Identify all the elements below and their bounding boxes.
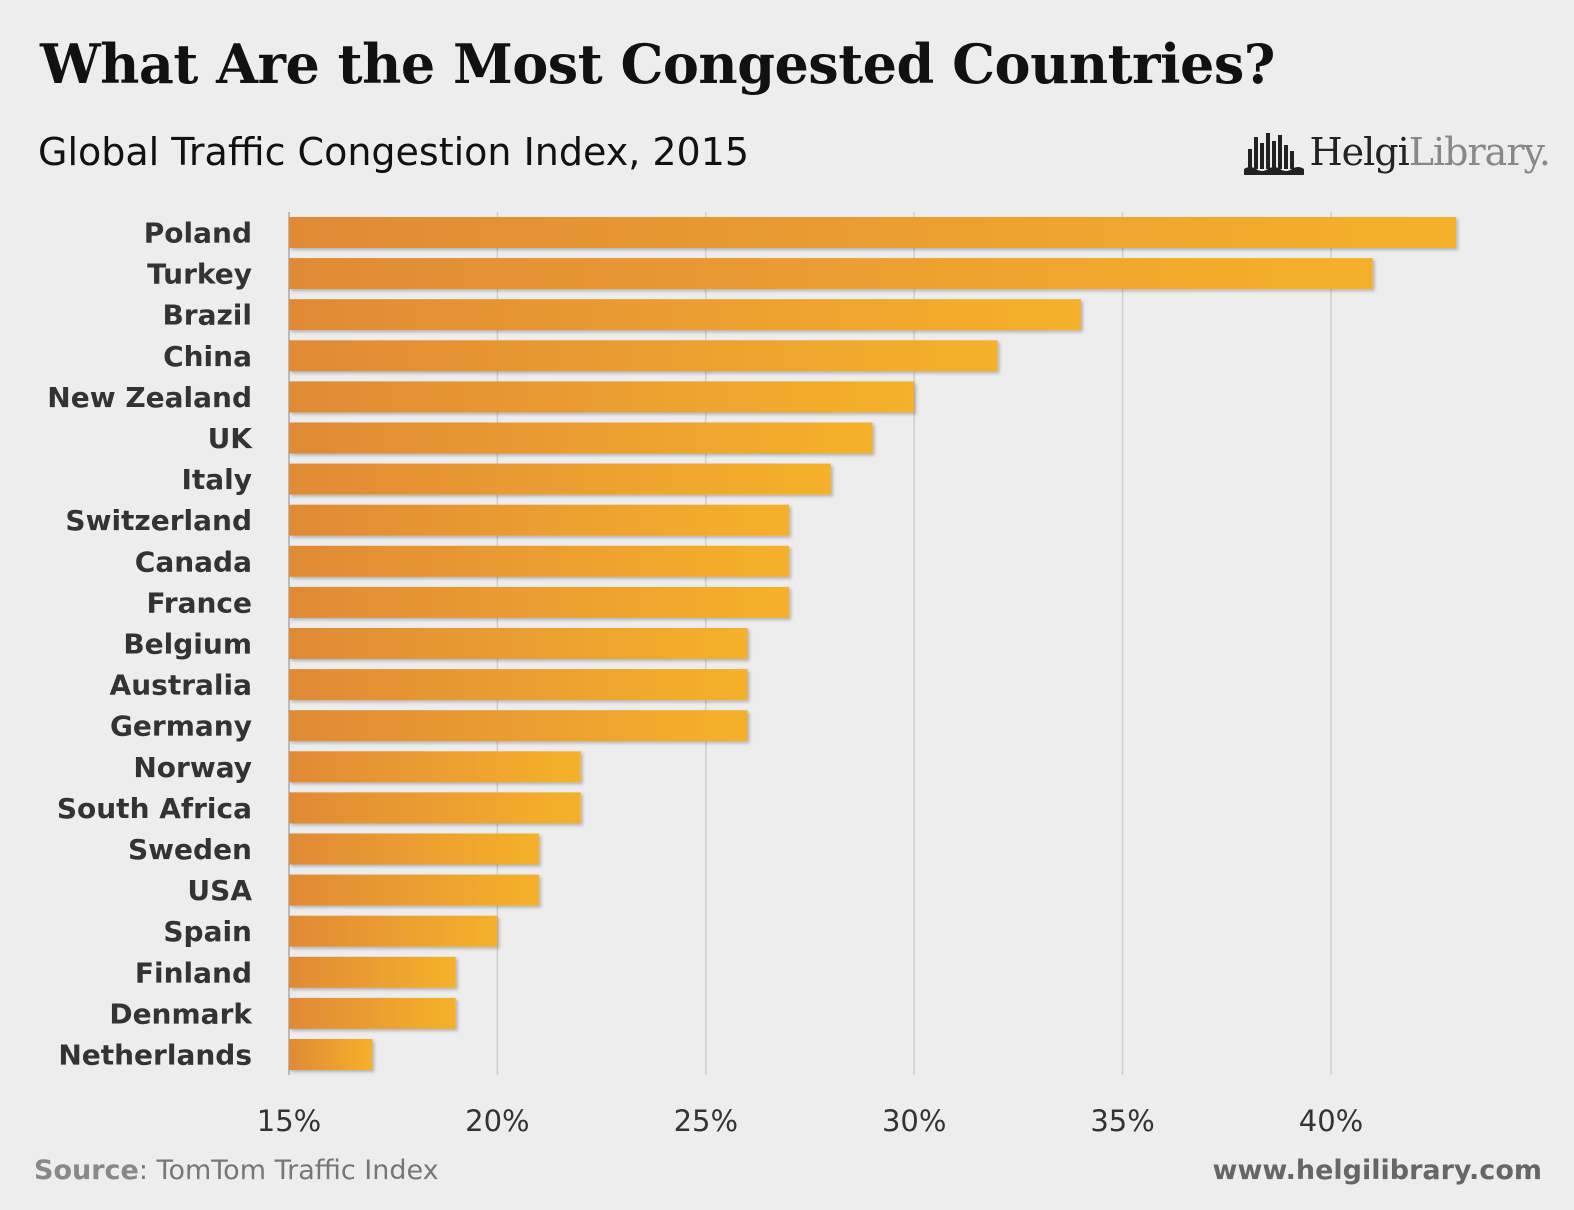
bar-china	[289, 340, 998, 372]
bar-spain	[289, 915, 498, 947]
bar-brazil	[289, 299, 1081, 331]
source-note: Source: TomTom Traffic Index	[34, 1155, 439, 1186]
bar-poland	[289, 217, 1457, 248]
category-label: China	[163, 340, 252, 373]
bar-turkey	[289, 258, 1373, 290]
x-tick-label: 25%	[674, 1104, 738, 1138]
bar-switzerland	[289, 504, 790, 536]
bar-germany	[289, 710, 748, 742]
bar-canada	[289, 545, 790, 577]
x-tick-label: 20%	[465, 1104, 529, 1138]
category-label: New Zealand	[47, 381, 252, 414]
category-label: USA	[187, 874, 252, 907]
helgi-library-logo[interactable]: HelgiLibrary.	[1243, 122, 1551, 182]
bar-sweden	[289, 833, 540, 865]
bar-australia	[289, 669, 748, 701]
bar-uk	[289, 422, 873, 454]
logo-text-light: Library.	[1408, 130, 1551, 174]
category-label: South Africa	[57, 792, 252, 825]
bar-denmark	[289, 997, 456, 1029]
category-label: Switzerland	[65, 504, 252, 537]
category-label: Australia	[110, 669, 252, 702]
category-label: Italy	[181, 463, 252, 496]
category-label: Canada	[135, 545, 252, 578]
category-label: Brazil	[162, 299, 252, 332]
category-label: Spain	[163, 915, 252, 948]
category-label: Denmark	[109, 997, 253, 1030]
bar-finland	[289, 956, 456, 988]
category-label: Sweden	[128, 833, 252, 866]
bar-new-zealand	[289, 381, 915, 413]
source-text: : TomTom Traffic Index	[138, 1155, 439, 1186]
bar-south-africa	[289, 792, 581, 824]
source-label: Source	[34, 1155, 139, 1186]
category-label: Germany	[110, 710, 252, 743]
x-tick-label: 35%	[1090, 1104, 1154, 1138]
x-tick-label: 40%	[1299, 1104, 1363, 1138]
category-label: Netherlands	[58, 1039, 252, 1072]
category-label: UK	[208, 422, 254, 455]
bar-belgium	[289, 628, 748, 659]
category-label: Turkey	[147, 258, 252, 291]
category-label: Norway	[133, 751, 252, 784]
chart-title: What Are the Most Congested Countries?	[40, 32, 1275, 96]
x-tick-label: 15%	[257, 1104, 321, 1138]
bar-france	[289, 586, 790, 618]
category-label: Belgium	[123, 628, 252, 661]
bar-italy	[289, 463, 831, 495]
x-tick-label: 30%	[882, 1104, 946, 1138]
bar-netherlands	[289, 1039, 373, 1070]
logo-text-bold: Helgi	[1309, 130, 1410, 174]
category-label: Finland	[135, 956, 252, 989]
logo-text: HelgiLibrary.	[1309, 130, 1551, 174]
chart-subtitle: Global Traffic Congestion Index, 2015	[38, 130, 750, 174]
city-skyline-icon	[1243, 133, 1304, 175]
category-label: Poland	[144, 217, 252, 250]
category-label: France	[146, 586, 252, 619]
website-link[interactable]: www.helgilibrary.com	[1212, 1155, 1542, 1186]
bar-norway	[289, 751, 581, 783]
bar-usa	[289, 874, 540, 906]
